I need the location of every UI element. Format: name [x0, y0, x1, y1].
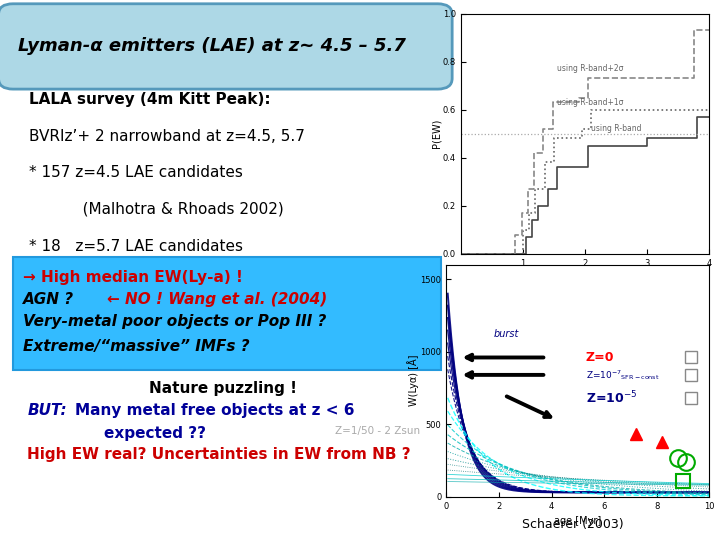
Text: Many metal free objects at z < 6: Many metal free objects at z < 6 [75, 403, 354, 418]
Text: High EW real? Uncertainties in EW from NB ?: High EW real? Uncertainties in EW from N… [27, 447, 411, 462]
Text: LALA survey (4m Kitt Peak):: LALA survey (4m Kitt Peak): [29, 92, 271, 107]
Text: BVRIz’+ 2 narrowband at z=4.5, 5.7: BVRIz’+ 2 narrowband at z=4.5, 5.7 [29, 129, 305, 144]
Text: → High median EW(Ly-a) !: → High median EW(Ly-a) ! [23, 270, 243, 285]
Text: * 18   z=5.7 LAE candidates: * 18 z=5.7 LAE candidates [29, 239, 243, 254]
Text: BUT:: BUT: [27, 403, 67, 418]
Text: ← NO ! Wang et al. (2004): ← NO ! Wang et al. (2004) [107, 292, 327, 307]
Text: Extreme/“massive” IMFs ?: Extreme/“massive” IMFs ? [23, 339, 250, 354]
X-axis label: Log(EW): Log(EW) [564, 273, 606, 283]
Text: (Rhoads & Malhotra & 2001): (Rhoads & Malhotra & 2001) [29, 275, 300, 291]
FancyBboxPatch shape [13, 256, 441, 370]
Text: Very-metal poor objects or Pop III ?: Very-metal poor objects or Pop III ? [23, 314, 326, 329]
Text: (Malhotra & Rhoads 2002): (Malhotra & Rhoads 2002) [29, 202, 284, 217]
Text: Z=10$^{-7}$$_{\sf SFR-const}$: Z=10$^{-7}$$_{\sf SFR-const}$ [585, 368, 660, 382]
Text: using R-band+1σ: using R-band+1σ [557, 98, 624, 107]
Text: Z=0: Z=0 [585, 351, 614, 364]
Text: using R-band+2σ: using R-band+2σ [557, 64, 624, 73]
X-axis label: age [Myr]: age [Myr] [554, 516, 601, 526]
Y-axis label: P(EW): P(EW) [431, 119, 441, 148]
FancyBboxPatch shape [0, 4, 452, 89]
Text: using R-band: using R-band [591, 124, 642, 133]
Text: Z=10$^{-5}$: Z=10$^{-5}$ [585, 390, 637, 407]
Text: Z=1/50 - 2 Zsun: Z=1/50 - 2 Zsun [335, 426, 420, 436]
Text: Nature puzzling !: Nature puzzling ! [149, 381, 297, 396]
Text: burst: burst [494, 329, 519, 339]
Text: AGN ?: AGN ? [23, 292, 74, 307]
Y-axis label: W(Lyα) [Å]: W(Lyα) [Å] [408, 355, 419, 407]
Text: Lyman-α emitters (LAE) at z~ 4.5 – 5.7: Lyman-α emitters (LAE) at z~ 4.5 – 5.7 [18, 37, 406, 56]
Text: expected ??: expected ?? [104, 426, 207, 441]
Text: Schaerer (2003): Schaerer (2003) [521, 518, 624, 531]
Text: * 157 z=4.5 LAE candidates: * 157 z=4.5 LAE candidates [29, 165, 243, 180]
